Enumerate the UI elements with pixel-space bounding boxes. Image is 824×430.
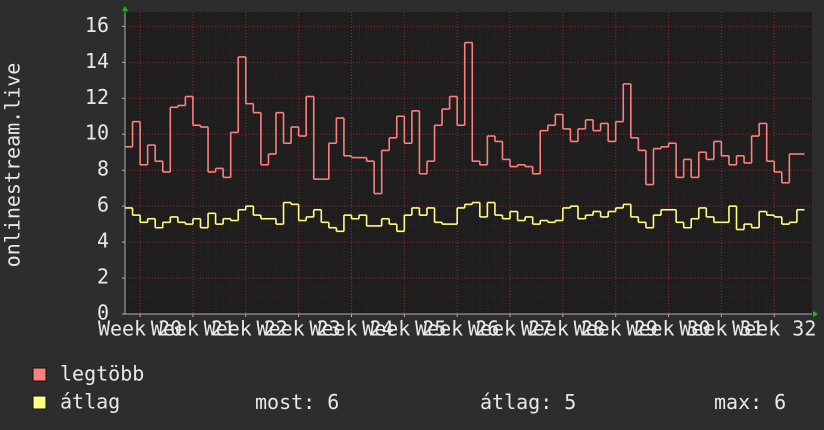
x-tick-label: Week 20 <box>98 317 182 341</box>
x-tick-label: Week 23 <box>256 317 340 341</box>
y-tick-label: 4 <box>97 229 109 253</box>
stat: max: 6 <box>714 390 786 414</box>
y-tick-label: 14 <box>85 49 109 73</box>
axis-arrow <box>813 311 818 317</box>
x-tick-label: Week 21 <box>151 317 235 341</box>
legend-label: átlag <box>60 390 120 414</box>
x-tick-label: Week 24 <box>309 317 393 341</box>
x-tick-label: Week 28 <box>521 317 605 341</box>
x-tick-label: Week 27 <box>468 317 552 341</box>
stat-value: 6 <box>774 390 786 414</box>
x-tick-label: Week 26 <box>415 317 499 341</box>
legend: legtöbb átlag most: 6 átlag: 5 max: 6 <box>32 362 786 414</box>
legend-label: legtöbb <box>60 362 144 386</box>
y-tick-label: 2 <box>97 265 109 289</box>
legend-swatch <box>32 395 47 410</box>
stat-label: max: <box>714 390 762 414</box>
axis-arrow <box>122 6 128 11</box>
plot <box>125 41 805 233</box>
x-tick-label: Week 31 <box>679 317 763 341</box>
x-tick-label: Week 22 <box>204 317 288 341</box>
stat-value: 5 <box>564 390 576 414</box>
stat: most: 6 <box>255 390 339 414</box>
stat: átlag: 5 <box>480 390 576 414</box>
minor-grid <box>125 12 812 314</box>
y-tick-label: 8 <box>97 157 109 181</box>
y-tick-label: 16 <box>85 13 109 37</box>
stat-value: 6 <box>327 390 339 414</box>
x-tick-label: Week 25 <box>362 317 446 341</box>
y-axis-label: onlinestream.live <box>1 63 25 268</box>
stat-label: most: <box>255 390 315 414</box>
stat-label: átlag: <box>480 390 552 414</box>
y-tick-label: 12 <box>85 85 109 109</box>
x-tick-label: Week 30 <box>626 317 710 341</box>
y-tick-label: 6 <box>97 193 109 217</box>
legend-swatch <box>32 367 47 382</box>
x-tick-label: Week 32 <box>732 317 816 341</box>
y-tick-label: 0 <box>97 301 109 325</box>
y-tick-label: 10 <box>85 121 109 145</box>
x-tick-label: Week 29 <box>574 317 658 341</box>
